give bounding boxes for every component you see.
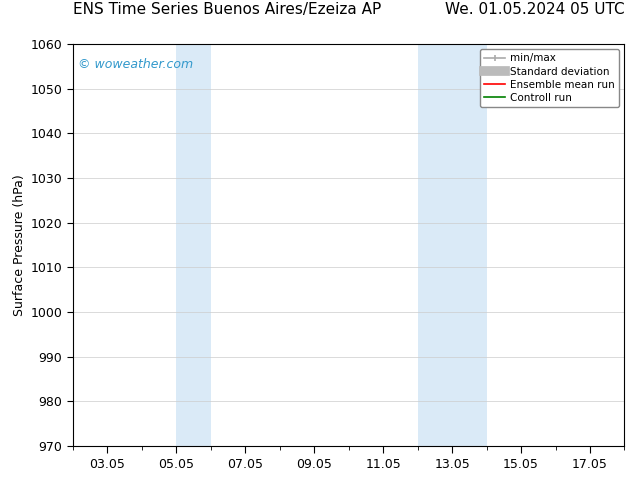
Bar — [176, 44, 210, 446]
Text: We. 01.05.2024 05 UTC: We. 01.05.2024 05 UTC — [445, 2, 624, 17]
Legend: min/max, Standard deviation, Ensemble mean run, Controll run: min/max, Standard deviation, Ensemble me… — [480, 49, 619, 107]
Bar — [418, 44, 487, 446]
Text: ENS Time Series Buenos Aires/Ezeiza AP: ENS Time Series Buenos Aires/Ezeiza AP — [73, 2, 381, 17]
Y-axis label: Surface Pressure (hPa): Surface Pressure (hPa) — [13, 174, 27, 316]
Text: © woweather.com: © woweather.com — [79, 58, 193, 71]
